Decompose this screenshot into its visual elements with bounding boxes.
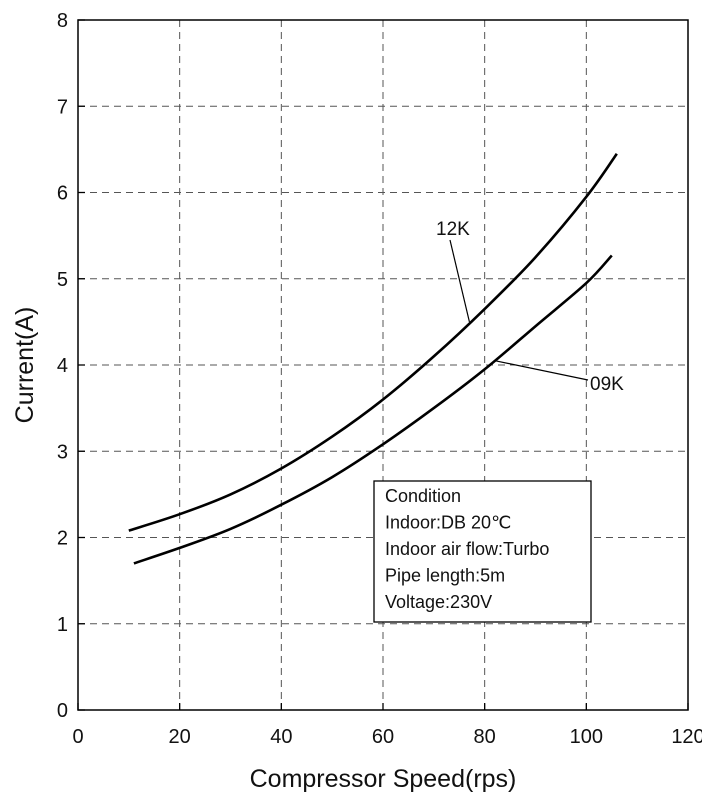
condition-line: Indoor air flow:Turbo [385, 539, 549, 559]
y-tick-label: 6 [57, 183, 68, 205]
y-tick-label: 5 [57, 269, 68, 291]
x-tick-label: 120 [671, 726, 702, 748]
grid-lines [78, 20, 688, 710]
condition-box-frame [373, 480, 592, 623]
x-tick-label: 20 [169, 726, 191, 748]
condition-line: Pipe length:5m [385, 566, 505, 586]
y-tick-label: 0 [57, 700, 68, 722]
y-tick-label: 3 [57, 441, 68, 463]
x-tick-label: 100 [570, 726, 603, 748]
annotation-label-09k: 09K [590, 374, 624, 395]
series-line-12k [128, 152, 618, 532]
y-tick-label: 8 [57, 10, 68, 32]
y-tick-label: 7 [57, 96, 68, 118]
condition-line: Voltage:230V [385, 592, 492, 612]
x-axis-ticks: 0 20 40 60 80 100 120 [72, 703, 702, 748]
y-tick-label: 1 [57, 614, 68, 636]
condition-box: Condition Indoor:DB 20℃ Indoor air flow:Tu… [373, 480, 592, 623]
annotation-leader-09k [494, 360, 589, 381]
x-tick-label: 60 [372, 726, 394, 748]
y-tick-label: 2 [57, 528, 68, 550]
annotation-leader-12k [449, 239, 471, 323]
x-tick-label: 0 [72, 726, 83, 748]
x-axis-title: Compressor Speed(rps) [250, 765, 517, 793]
y-axis-ticks: 0 1 2 3 4 5 6 7 8 [57, 10, 85, 722]
x-tick-label: 40 [270, 726, 292, 748]
x-tick-label: 80 [474, 726, 496, 748]
y-tick-label: 4 [57, 355, 68, 377]
series-line-09k [133, 254, 613, 565]
y-axis-title: Current(A) [11, 307, 39, 424]
condition-line: Condition [385, 486, 461, 506]
series-annotations: 12K 09K [436, 219, 624, 395]
series-lines [128, 152, 618, 565]
annotation-label-12k: 12K [436, 219, 470, 240]
condition-line: Indoor:DB 20℃ [385, 513, 511, 533]
